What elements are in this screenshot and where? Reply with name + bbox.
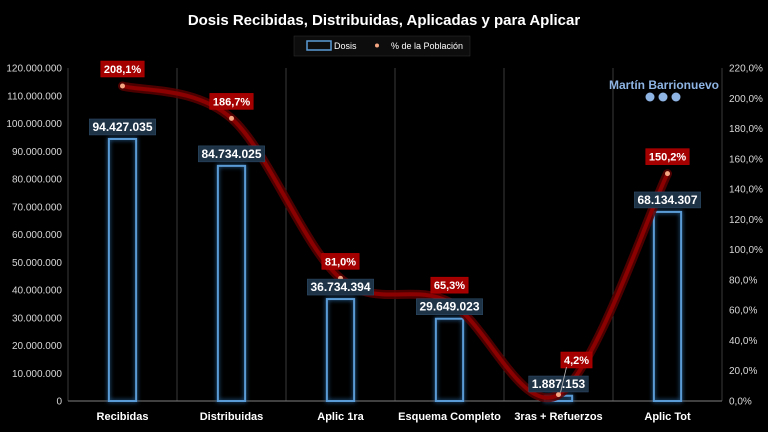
bar (216, 164, 247, 402)
x-tick-label: Aplic 1ra (317, 411, 364, 423)
bar-value-label-box (89, 118, 156, 136)
bar-value-label-box (528, 375, 589, 393)
line-marker (556, 392, 561, 398)
y-tick-right: 180,0% (729, 124, 763, 135)
legend-box (293, 35, 471, 57)
bar-series (107, 137, 683, 403)
twitter-icon (658, 92, 668, 102)
y-tick-left: 10.000.000 (12, 369, 62, 380)
bar-value-label: 84.734.025 (201, 147, 261, 161)
y-tick-right: 60,0% (729, 306, 757, 317)
percent-label-box (645, 148, 690, 165)
y-tick-left: 70.000.000 (12, 202, 62, 213)
y-tick-right: 200,0% (729, 94, 763, 105)
bar-value-label-box (307, 278, 374, 296)
x-tick-label: Esquema Completo (398, 411, 501, 423)
x-tick-label: Aplic Tot (644, 411, 691, 423)
y-tick-left: 120.000.000 (6, 64, 62, 75)
y-axis-left: 0 10.000.000 20.000.000 30.000.000 40.000.00… (6, 64, 62, 408)
chart-title: Dosis Recibidas, Distribuidas, Aplicadas… (188, 12, 581, 29)
y-tick-left: 110.000.000 (7, 91, 62, 102)
facebook-icon (645, 92, 655, 102)
bar-value-label: 68.134.307 (637, 193, 697, 207)
bar-data-labels: 94.427.035 84.734.025 36.734.394 29.649.023… (89, 118, 701, 393)
line-marker (120, 83, 125, 89)
bar-value-label-box (634, 191, 701, 209)
x-axis-categories: Recibidas Distribuidas Aplic 1ra Esquema Co… (97, 411, 691, 423)
y-tick-left: 0 (56, 397, 62, 408)
line-data-labels: 208,1% 186,7% 81,0% 65,3% 4,2% 150,2% (100, 60, 690, 393)
percent-label: 150,2% (649, 152, 687, 164)
y-tick-right: 160,0% (729, 154, 763, 165)
y-tick-right: 80,0% (729, 275, 757, 286)
y-tick-left: 80.000.000 (12, 175, 62, 186)
y-tick-right: 20,0% (729, 366, 757, 377)
legend-swatch-bar (306, 40, 332, 51)
y-tick-left: 30.000.000 (12, 313, 62, 324)
y-tick-right: 120,0% (729, 215, 763, 226)
bar-value-label: 29.649.023 (419, 300, 479, 314)
y-tick-left: 40.000.000 (12, 286, 62, 297)
percent-label: 208,1% (104, 64, 142, 76)
legend-label-dosis: Dosis (334, 41, 357, 51)
grid (67, 68, 723, 402)
percent-label: 186,7% (213, 96, 251, 108)
y-tick-left: 50.000.000 (12, 258, 62, 269)
x-tick-label: Recibidas (97, 411, 149, 423)
bar (652, 210, 683, 402)
percent-label-box (430, 276, 469, 294)
percent-label: 65,3% (434, 280, 465, 292)
y-tick-left: 60.000.000 (12, 230, 62, 241)
legend-swatch-marker (375, 43, 379, 48)
bar (325, 298, 356, 402)
line-marker (229, 115, 234, 121)
y-tick-left: 90.000.000 (12, 147, 62, 158)
percent-label-box (321, 253, 360, 270)
y-tick-right: 0,0% (729, 397, 752, 408)
x-tick-label: 3ras + Refuerzos (514, 411, 602, 423)
y-tick-right: 40,0% (729, 336, 757, 347)
bar-value-label-box (198, 145, 265, 163)
percent-label: 81,0% (325, 256, 356, 268)
y-tick-right: 100,0% (729, 245, 763, 256)
percent-label-box (100, 60, 145, 78)
percent-label-box (560, 351, 593, 369)
bar-value-label: 1.887.153 (532, 377, 586, 391)
line-marker (665, 171, 670, 177)
watermark-text: Martín Barrionuevo (609, 78, 719, 92)
y-tick-left: 20.000.000 (12, 341, 62, 352)
legend-label-poblacion: % de la Población (391, 41, 463, 51)
bar (107, 137, 138, 403)
bar-value-label: 36.734.394 (310, 280, 370, 294)
x-tick-label: Distribuidas (200, 411, 264, 423)
watermark: Martín Barrionuevo (609, 78, 719, 102)
bar (434, 317, 465, 403)
bar-value-label-box (416, 298, 483, 315)
percent-label-box (209, 93, 254, 110)
y-tick-right: 220,0% (729, 64, 763, 75)
percent-label: 4,2% (564, 355, 589, 367)
y-tick-left: 100.000.000 (6, 119, 62, 130)
percent-label-leader (560, 366, 567, 393)
instagram-icon (671, 92, 681, 102)
y-tick-right: 140,0% (729, 185, 763, 196)
legend: Dosis % de la Población (293, 35, 471, 57)
y-axis-right: 0,0% 20,0% 40,0% 60,0% 80,0% 100,0% 120,0% 140,… (729, 64, 763, 408)
bar-value-label: 94.427.035 (92, 120, 152, 134)
